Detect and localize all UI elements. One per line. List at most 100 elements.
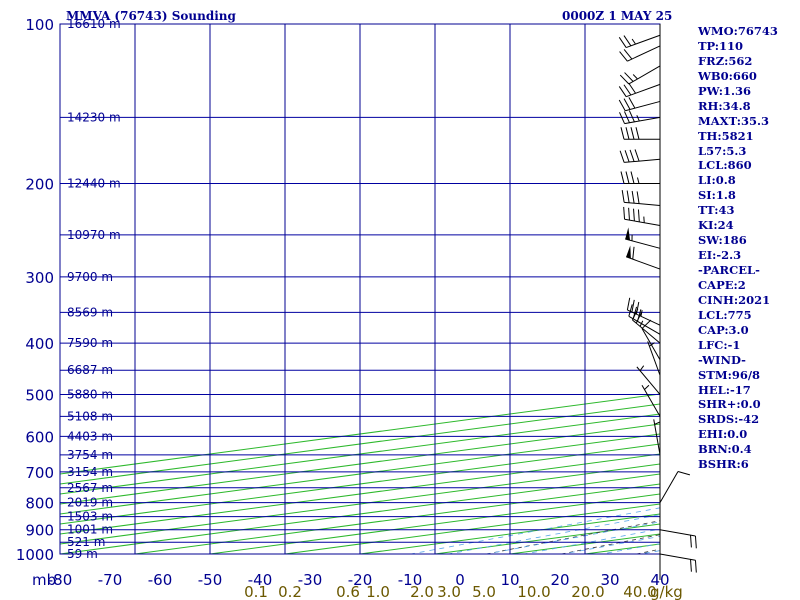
temperature-tick-label: -60 — [148, 571, 173, 589]
barb-full — [626, 297, 631, 311]
index-value: CAPE:2 — [698, 277, 746, 292]
pressure-tick-label: 900 — [25, 522, 54, 540]
barb-staff — [626, 256, 661, 270]
barb-full — [634, 149, 640, 162]
barb-half — [637, 177, 640, 184]
barb-full — [623, 35, 632, 47]
barb-full — [618, 37, 627, 48]
frame-lines — [134, 24, 661, 580]
barb-full — [624, 72, 634, 82]
barb-full — [635, 127, 640, 140]
height-label: 6687 m — [67, 363, 113, 377]
barb-full — [630, 127, 635, 140]
barb-staff — [626, 34, 661, 49]
mixing-ratio-label: 0.6 — [336, 583, 360, 600]
wind-barb — [653, 419, 661, 455]
stability-indices-panel: WMO:76743 TP:110 FRZ:562 WB0:660 PW:1.36 RH:3… — [698, 24, 798, 472]
height-label: 7590 m — [67, 336, 113, 350]
index-value: BSHR:6 — [698, 457, 749, 472]
chart-timestamp: 0000Z 1 MAY 25 — [562, 9, 673, 23]
index-value: KI:24 — [698, 218, 734, 233]
barb-staff — [624, 158, 661, 163]
barb-full — [628, 97, 636, 109]
index-value: LI:0.8 — [698, 173, 736, 188]
wind-barb — [620, 171, 660, 185]
index-value: LCL:775 — [698, 307, 752, 322]
wind-barb — [619, 45, 661, 62]
wind-barb — [620, 127, 660, 140]
index-value: FRZ:562 — [698, 53, 753, 68]
barb-full — [635, 311, 643, 324]
height-label: 5880 m — [67, 387, 113, 401]
pressure-unit-label: mb — [32, 571, 56, 589]
barb-full — [623, 206, 626, 220]
height-label: 14230 m — [67, 110, 121, 124]
index-value: HEL:-17 — [698, 382, 751, 397]
barb-staff — [632, 319, 661, 344]
height-label: 10970 m — [67, 228, 121, 242]
mixing-ratio-label: 40.0 — [623, 583, 656, 600]
barb-full — [618, 99, 626, 112]
barb-full — [630, 171, 635, 184]
index-value: WB0:660 — [698, 68, 757, 83]
index-value: LCL:860 — [698, 158, 752, 173]
mixing-ratio-labels: 0.1 0.2 0.6 1.0 2.0 3.0 5.0 10.0 20.0 40.0g/kg — [244, 583, 683, 600]
barb-staff — [659, 553, 696, 561]
height-labels: 16610 m 14230 m 12440 m 10970 m 9700 m 8569 m… — [67, 17, 121, 561]
temperature-tick-label: -30 — [298, 571, 323, 589]
wind-barb — [641, 319, 661, 360]
wind-barb — [626, 245, 661, 270]
index-value: CINH:2021 — [698, 292, 771, 307]
isotherm-line — [60, 393, 660, 475]
barb-staff — [627, 309, 661, 326]
temperature-tick-label: 20 — [550, 571, 569, 589]
height-label: 16610 m — [67, 17, 121, 31]
wind-barb — [621, 190, 661, 206]
wind-barb — [636, 365, 661, 395]
barb-full — [618, 86, 627, 97]
index-value: STM:96/8 — [698, 367, 761, 382]
barb-half — [649, 342, 655, 347]
isotherm-line — [60, 413, 660, 495]
barb-staff — [628, 65, 661, 85]
barb-full — [632, 246, 635, 260]
height-label: 9700 m — [67, 270, 113, 284]
barb-staff — [624, 218, 661, 227]
temperature-tick-label: 40 — [650, 571, 669, 589]
barb-half — [639, 365, 645, 372]
mixing-ratio-label: 5.0 — [472, 583, 496, 600]
wind-barb — [618, 97, 661, 112]
index-value: EI:-2.3 — [698, 248, 742, 263]
isotherm-line — [60, 443, 660, 525]
isotherm-line — [60, 423, 660, 505]
moist-adiabat-line — [484, 521, 660, 554]
barb-full — [625, 171, 630, 184]
mixing-ratio-label: 20.0 — [571, 583, 604, 600]
chart-title: MMVA (76743) Sounding — [66, 9, 236, 23]
index-value: WMO:76743 — [698, 24, 778, 38]
wind-barb — [618, 34, 661, 49]
pressure-tick-label: 100 — [25, 16, 54, 34]
isotherm-lines — [60, 393, 660, 554]
barb-staff — [653, 419, 661, 455]
wind-barb — [641, 384, 661, 417]
barb-staff — [625, 100, 661, 112]
pressure-tick-label: 700 — [25, 464, 54, 482]
height-label: 8569 m — [67, 305, 113, 319]
barb-half — [631, 38, 636, 45]
barb-full — [624, 150, 630, 163]
temperature-tick-labels: -80 -70 -60 -50 -40 -30 -20 -10 0 10 20 30 40 — [48, 571, 670, 589]
mixing-ratio-label: 10.0 — [517, 583, 550, 600]
index-value: BRN:0.4 — [698, 442, 752, 457]
barb-full — [621, 190, 625, 203]
barb-full — [631, 299, 635, 313]
isotherm-line — [60, 403, 660, 485]
barb-full — [619, 112, 626, 124]
mixing-ratio-label: 0.1 — [244, 583, 268, 600]
wind-barb — [619, 149, 661, 163]
isotherm-line — [60, 433, 660, 515]
barb-full — [620, 127, 625, 140]
moist-adiabat-lines — [408, 507, 660, 554]
temperature-tick-label: -10 — [398, 571, 423, 589]
